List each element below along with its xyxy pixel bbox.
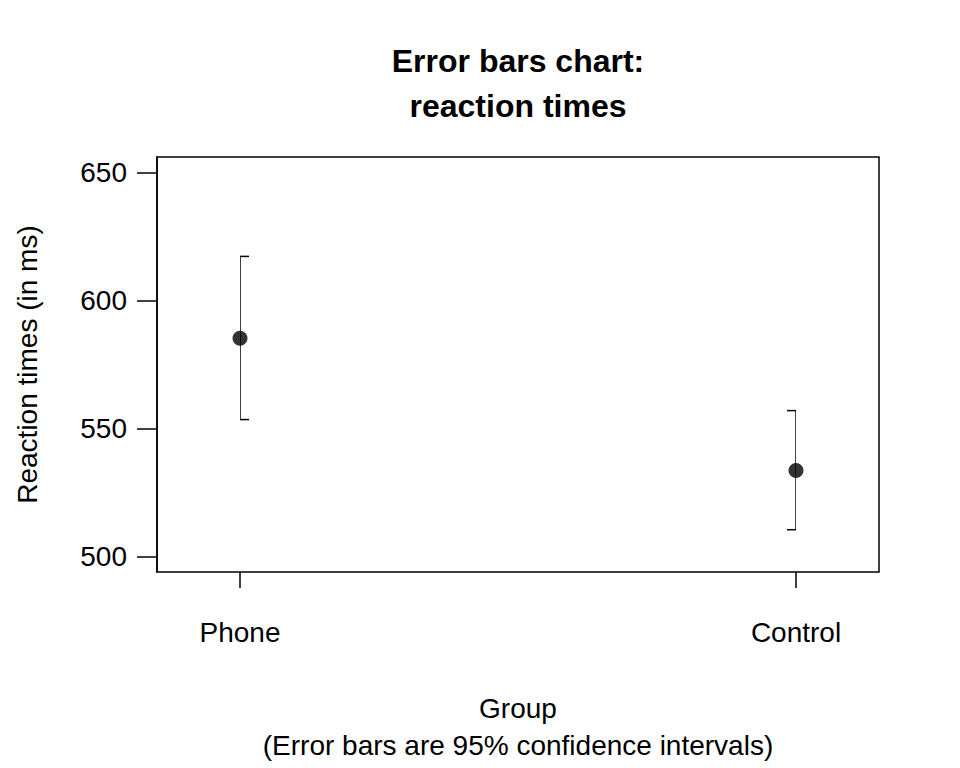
- svg-text:Phone: Phone: [200, 617, 281, 648]
- svg-text:600: 600: [80, 285, 127, 316]
- svg-text:Reaction times (in ms): Reaction times (in ms): [12, 225, 43, 504]
- svg-text:550: 550: [80, 413, 127, 444]
- svg-text:Error bars chart:: Error bars chart:: [392, 43, 645, 79]
- svg-text:Group: Group: [479, 693, 557, 724]
- svg-text:(Error bars are 95% confidence: (Error bars are 95% confidence intervals…: [263, 730, 773, 761]
- svg-text:500: 500: [80, 541, 127, 572]
- svg-text:650: 650: [80, 157, 127, 188]
- svg-text:reaction times: reaction times: [410, 88, 627, 124]
- svg-text:Control: Control: [751, 617, 841, 648]
